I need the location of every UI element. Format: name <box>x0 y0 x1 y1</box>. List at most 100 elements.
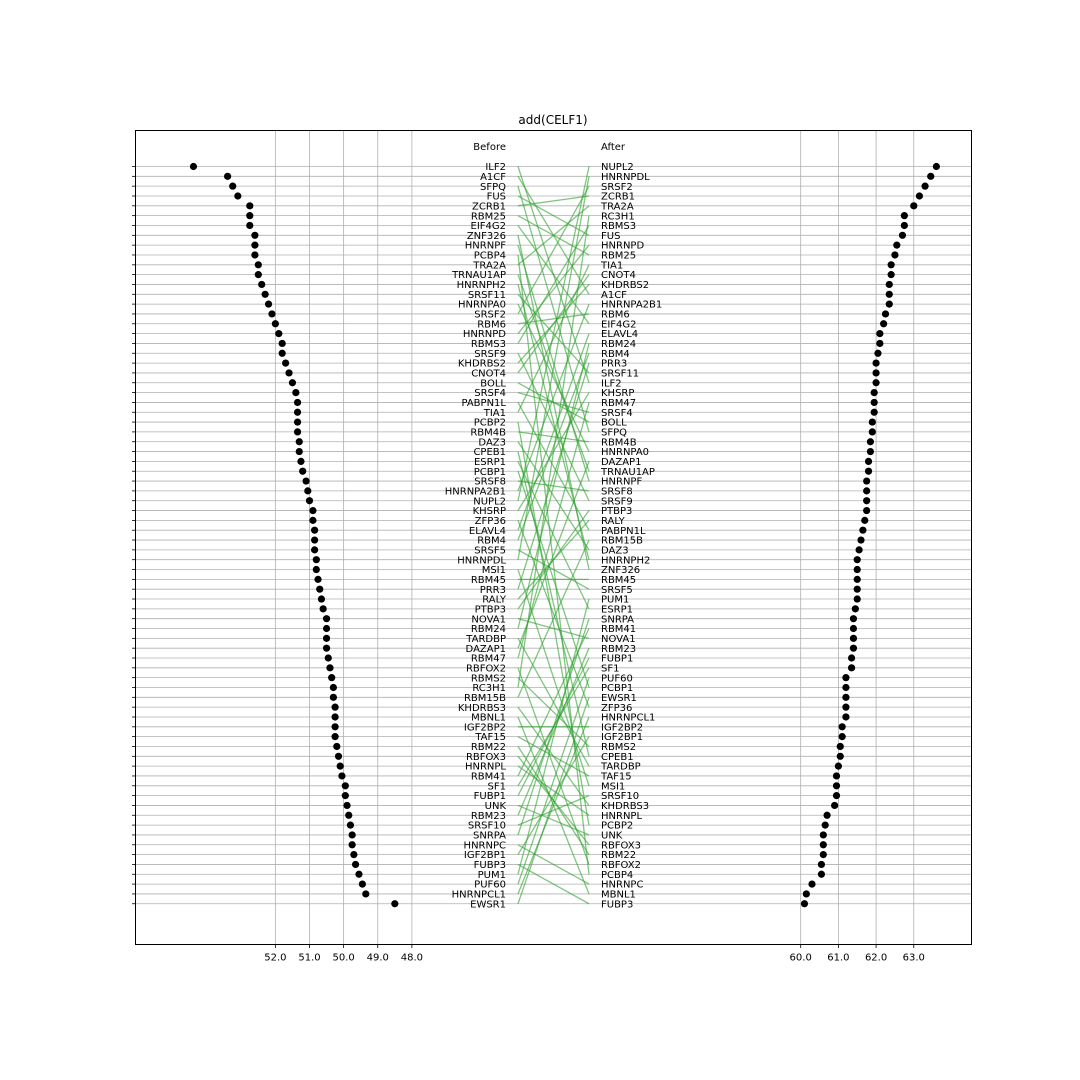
before-label: UNK <box>485 801 507 812</box>
after-point <box>866 438 875 446</box>
before-point <box>229 182 237 190</box>
connector-line <box>517 225 590 325</box>
before-label: HNRNPA2B1 <box>445 486 506 497</box>
after-label: FUBP1 <box>601 654 633 665</box>
after-point <box>900 212 908 220</box>
after-label: KHDRBS3 <box>601 801 649 812</box>
before-label: PUF60 <box>474 880 506 891</box>
after-label: ELAVL4 <box>601 329 638 340</box>
x-tick-label-left: 50.0 <box>332 953 354 964</box>
connector-line <box>517 598 590 875</box>
after-label: RBMS2 <box>601 742 636 753</box>
connector-line <box>517 421 590 826</box>
before-label: RBM15B <box>464 693 506 704</box>
after-point <box>870 388 878 397</box>
before-point <box>275 330 283 338</box>
plot-frame <box>135 130 972 945</box>
after-point <box>832 782 841 790</box>
before-point <box>336 762 344 770</box>
connector-line <box>517 667 590 865</box>
before-point <box>293 398 302 407</box>
after-label: RBM15B <box>601 536 643 547</box>
before-label: RBFOX3 <box>466 752 506 763</box>
data-points <box>189 162 940 908</box>
before-label: PCBP2 <box>474 418 506 429</box>
before-label: NOVA1 <box>471 614 506 625</box>
x-tick-label-left: 52.0 <box>264 953 286 964</box>
after-point <box>863 477 871 485</box>
connector-line <box>517 402 590 659</box>
before-point <box>322 634 331 642</box>
before-label: TRNAU1AP <box>451 270 506 281</box>
connector-line <box>517 264 590 413</box>
after-point <box>885 290 893 298</box>
before-label: RALY <box>482 595 507 606</box>
after-label: EWSR1 <box>601 693 637 704</box>
after-point <box>853 585 861 593</box>
before-label: SNRPA <box>473 831 506 842</box>
before-point <box>345 811 353 819</box>
after-point <box>831 801 839 810</box>
after-point <box>893 241 901 249</box>
before-point <box>268 310 276 318</box>
after-label: HNRNPDL <box>601 172 650 183</box>
before-label: CPEB1 <box>473 447 506 458</box>
after-point <box>802 890 810 898</box>
before-label: RBM45 <box>471 575 506 586</box>
after-point <box>921 182 929 190</box>
before-point <box>293 428 302 436</box>
before-point <box>285 369 293 377</box>
before-label: HNRNPC <box>464 840 506 851</box>
connector-line <box>517 303 590 452</box>
connector-line <box>517 353 590 541</box>
connector-line <box>517 195 590 236</box>
after-label: ZNF326 <box>601 565 640 576</box>
before-label: PCBP4 <box>474 251 506 262</box>
after-label: DAZAP1 <box>601 457 641 468</box>
before-point <box>299 467 307 475</box>
before-point <box>314 575 322 583</box>
after-point <box>838 723 846 731</box>
before-label: TIA1 <box>483 408 506 419</box>
after-point <box>876 339 884 348</box>
grid <box>135 130 972 945</box>
before-label: HNRNPDL <box>457 555 506 566</box>
x-tick-label-right: 62.0 <box>865 953 887 964</box>
after-point <box>847 664 856 672</box>
after-point <box>849 634 858 642</box>
after-label: PCBP1 <box>601 683 633 694</box>
before-label: PCBP1 <box>474 467 506 478</box>
before-point <box>331 713 339 721</box>
after-label: HNRNPL <box>601 811 642 822</box>
after-point <box>932 162 940 171</box>
before-label: NUPL2 <box>473 496 506 507</box>
x-tick-label-left: 49.0 <box>367 953 389 964</box>
before-point <box>355 870 363 878</box>
after-point <box>855 546 863 554</box>
after-point <box>842 674 850 682</box>
after-label: ILF2 <box>601 378 622 389</box>
after-label: NUPL2 <box>601 162 634 173</box>
after-point <box>887 261 895 269</box>
after-label: RBM25 <box>601 251 636 262</box>
before-label: RBM6 <box>477 319 506 330</box>
before-label: ZNF326 <box>467 231 506 242</box>
after-point <box>817 860 826 869</box>
after-point <box>857 536 865 544</box>
before-point <box>251 251 259 259</box>
connector-line <box>517 205 590 266</box>
after-point <box>870 408 878 416</box>
before-point <box>341 792 349 800</box>
after-point <box>853 575 861 583</box>
after-label: MBNL1 <box>601 890 636 901</box>
before-label: RBMS3 <box>471 339 506 350</box>
connector-line <box>517 362 590 590</box>
before-point <box>278 349 286 357</box>
after-label: IGF2BP2 <box>601 722 643 733</box>
after-point <box>866 447 875 456</box>
before-point <box>305 497 314 505</box>
connector-line <box>517 677 590 747</box>
after-point <box>834 762 842 770</box>
before-point <box>328 674 336 682</box>
before-point <box>246 221 254 230</box>
